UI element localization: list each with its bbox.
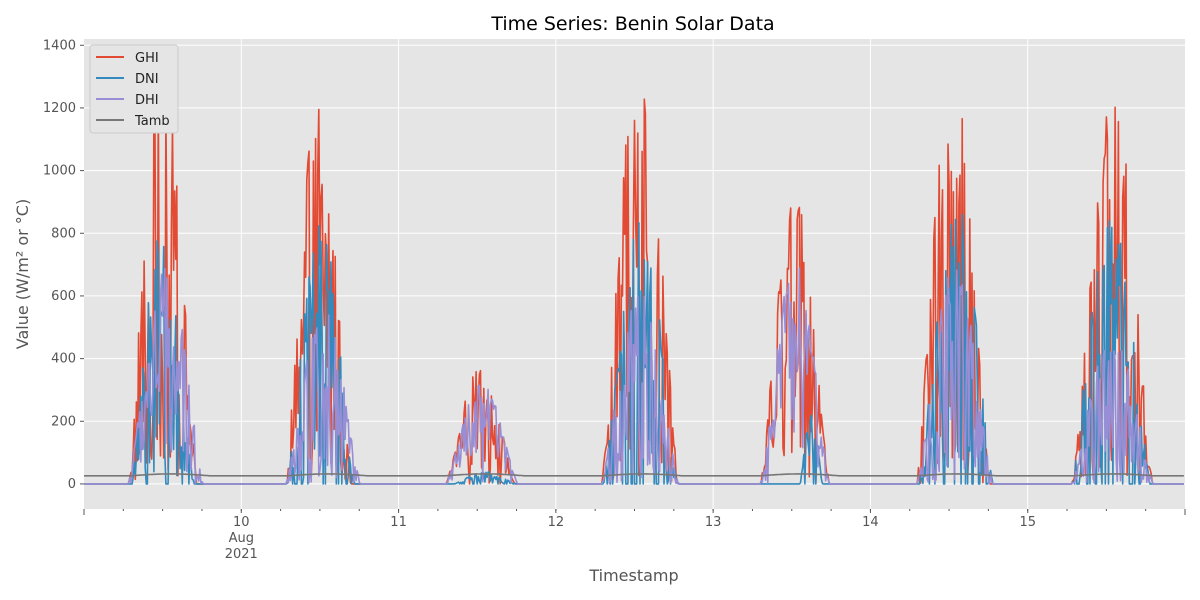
y-tick-label: 600 (51, 289, 76, 304)
chart-title: Time Series: Benin Solar Data (490, 13, 774, 35)
y-axis-ticks: 0 200 400 600 800 1000 1200 1400 (43, 38, 84, 492)
legend-label-dhi: DHI (135, 93, 159, 108)
x-axis-title: Timestamp (588, 566, 678, 585)
x-tick-sublabel: 2021 (225, 547, 258, 562)
series-line-tamb (84, 473, 1184, 477)
x-tick-label: 12 (548, 515, 565, 530)
series-line-dhi (84, 267, 1184, 485)
y-tick-label: 1400 (43, 38, 76, 53)
legend-box (89, 44, 179, 134)
x-tick-label: 11 (390, 515, 407, 530)
legend: GHI DNI DHI Tamb (89, 44, 179, 134)
series-lines (84, 88, 1184, 485)
legend-label-dni: DNI (135, 72, 159, 87)
x-tick-label: 10 (233, 515, 250, 530)
y-tick-label: 1000 (43, 164, 76, 179)
y-tick-label: 800 (51, 226, 76, 241)
y-tick-label: 400 (51, 352, 76, 367)
y-axis-title: Value (W/m² or °C) (13, 199, 32, 349)
x-tick-sublabel: Aug (229, 531, 254, 546)
y-tick-label: 200 (51, 414, 76, 429)
y-tick-label: 1200 (43, 101, 76, 116)
y-tick-label: 0 (68, 477, 76, 492)
x-tick-label: 13 (705, 515, 722, 530)
legend-label-ghi: GHI (135, 51, 159, 66)
x-tick-label: 15 (1019, 515, 1036, 530)
x-tick-label: 14 (862, 515, 879, 530)
legend-label-tamb: Tamb (134, 114, 170, 129)
